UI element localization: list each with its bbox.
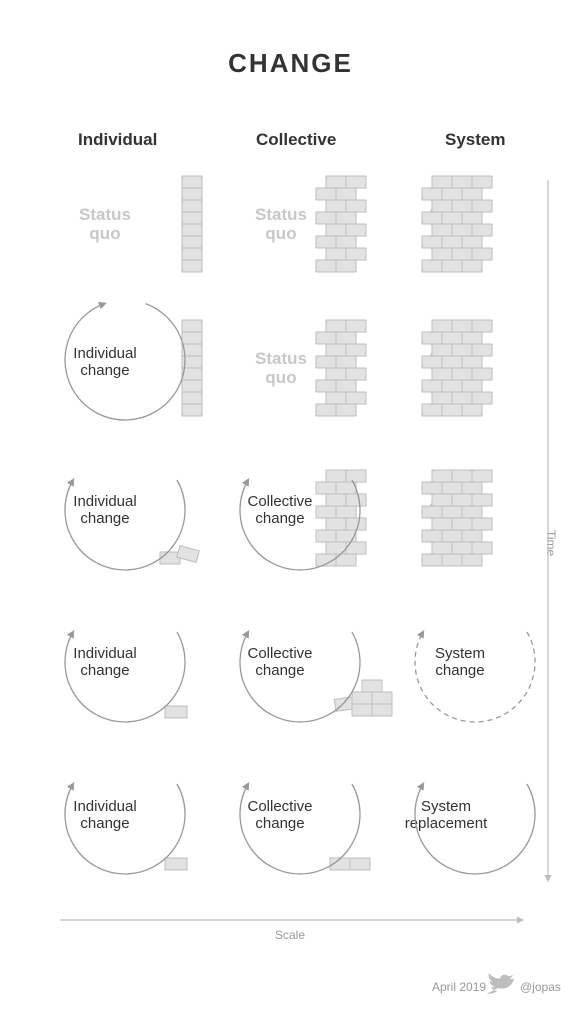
change-label: Individualchange bbox=[50, 645, 160, 680]
col-header-system: System bbox=[445, 130, 505, 150]
page-title: CHANGE bbox=[0, 0, 581, 79]
status-quo-label: Statusquo bbox=[246, 206, 316, 243]
change-label: Individualchange bbox=[50, 345, 160, 380]
change-label: Collectivechange bbox=[225, 798, 335, 833]
footer-handle: @jopas bbox=[520, 980, 561, 994]
status-quo-label: Statusquo bbox=[246, 350, 316, 387]
change-label: Systemchange bbox=[405, 645, 515, 680]
change-label: Collectivechange bbox=[225, 493, 335, 528]
col-header-collective: Collective bbox=[256, 130, 336, 150]
footer-date: April 2019 bbox=[432, 980, 486, 994]
change-label: Collectivechange bbox=[225, 645, 335, 680]
change-label: Individualchange bbox=[50, 798, 160, 833]
change-label: Systemreplacement bbox=[391, 798, 501, 833]
col-header-individual: Individual bbox=[78, 130, 157, 150]
status-quo-label: Statusquo bbox=[420, 500, 490, 537]
status-quo-label: Statusquo bbox=[420, 206, 490, 243]
status-quo-label: Statusquo bbox=[420, 350, 490, 387]
twitter-icon bbox=[487, 973, 514, 994]
scale-axis-label: Scale bbox=[275, 928, 305, 942]
change-label: Individualchange bbox=[50, 493, 160, 528]
status-quo-label: Statusquo bbox=[70, 206, 140, 243]
time-axis-label: Time bbox=[544, 530, 558, 556]
circles-layer bbox=[65, 304, 535, 874]
